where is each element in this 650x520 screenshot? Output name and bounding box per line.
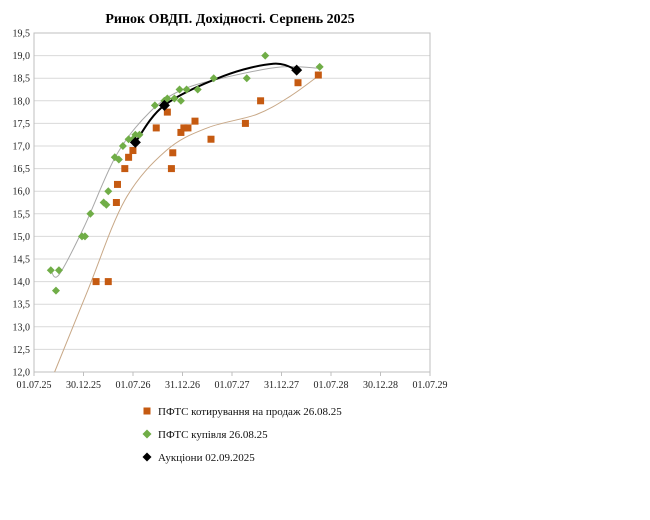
y-tick-label: 17,0 [13, 142, 31, 153]
series-0-point [163, 108, 171, 116]
y-tick-label: 18,0 [13, 96, 31, 107]
series-1-point [242, 74, 251, 83]
series-1-point [54, 266, 63, 275]
legend: ПФТС котирування на продаж 26.08.25 ПФТС … [142, 406, 342, 464]
series-1-point [193, 85, 202, 94]
legend-marker [142, 429, 152, 439]
series-1-point [315, 62, 324, 71]
series-1-point [209, 74, 218, 83]
gridlines [34, 32, 430, 373]
y-tick-label: 15,0 [13, 232, 31, 243]
series-1-point [261, 51, 270, 60]
data-marks [46, 51, 324, 295]
plot-area-border [33, 32, 431, 373]
series-1-point [114, 155, 123, 164]
series-0-point [121, 165, 129, 173]
series-0-point [152, 124, 160, 132]
legend-label: Аукціони 02.09.2025 [158, 452, 255, 464]
series-0-point [167, 165, 175, 173]
x-tick-label: 01.07.27 [215, 380, 250, 391]
series-1-point [124, 135, 133, 144]
series-1-point [163, 94, 172, 103]
y-tick-label: 19,0 [13, 51, 31, 62]
y-tick-label: 18,5 [13, 74, 31, 85]
trend-lines [50, 62, 320, 373]
series-0-point [129, 147, 137, 155]
series-1-point [131, 130, 140, 139]
series-1-point [46, 266, 55, 275]
series-0-point [104, 278, 112, 286]
y-tick-label: 19,5 [13, 29, 31, 40]
series-0-point [125, 153, 133, 161]
y-tick-label: 17,5 [13, 119, 31, 130]
axes: 12,0 12,5 13,0 13,5 14,0 14,5 15,0 15,5 16,0 16,5… [13, 29, 448, 392]
series-0-point [207, 135, 215, 143]
y-tick-label: 12,0 [13, 368, 31, 379]
x-tick-label: 01.07.29 [413, 380, 448, 391]
x-tick-label: 30.12.25 [66, 380, 101, 391]
trend-line-auction [134, 62, 297, 143]
series-2-point [129, 136, 141, 148]
series-1-point [86, 209, 95, 218]
y-tick-label: 12,5 [13, 345, 31, 356]
trend-line-buy [50, 66, 320, 278]
series-0-point [241, 119, 249, 127]
x-tick-label: 31.12.26 [165, 380, 200, 391]
series-1-point [51, 286, 60, 295]
x-tick-label: 31.12.27 [264, 380, 299, 391]
legend-label: ПФТС котирування на продаж 26.08.25 [158, 406, 342, 418]
series-1-point [135, 130, 144, 139]
x-tick-label: 01.07.26 [116, 380, 151, 391]
series-0-point [92, 278, 100, 286]
y-tick-label: 14,5 [13, 255, 31, 266]
series-1-point [175, 85, 184, 94]
series-0-point [169, 149, 177, 157]
series-0-point [257, 97, 265, 105]
y-tick-label: 16,0 [13, 187, 31, 198]
x-tick-label: 01.07.28 [314, 380, 349, 391]
series-0-point [113, 180, 121, 188]
series-1-point [104, 187, 113, 196]
series-0-point [294, 79, 302, 87]
y-tick-label: 13,5 [13, 300, 31, 311]
trend-line-sell [54, 75, 319, 373]
series-1-point [170, 94, 179, 103]
series-1-point [176, 96, 185, 105]
series-1-point [80, 232, 89, 241]
y-tick-label: 13,0 [13, 322, 31, 333]
x-tick-label: 30.12.28 [363, 380, 398, 391]
series-1-point [118, 142, 127, 150]
series-1-point [150, 101, 159, 110]
y-tick-label: 14,0 [13, 277, 31, 288]
legend-marker [142, 452, 152, 462]
series-0-point [112, 199, 120, 206]
chart-title: Ринок ОВДП. Дохідності. Серпень 2025 [105, 12, 354, 27]
series-0-point [180, 124, 188, 132]
series-0-point [191, 117, 199, 125]
y-tick-label: 16,5 [13, 164, 31, 175]
series-1-point [102, 200, 111, 209]
series-2-point [291, 64, 303, 76]
y-tick-label: 15,5 [13, 209, 31, 220]
legend-marker [143, 407, 151, 415]
legend-label: ПФТС купівля 26.08.25 [158, 429, 268, 441]
series-1-point [182, 85, 191, 94]
series-2-point [158, 99, 170, 111]
x-tick-label: 01.07.25 [17, 380, 52, 391]
series-0-point [184, 124, 192, 132]
series-0-point [177, 128, 185, 136]
series-0-point [314, 71, 322, 79]
